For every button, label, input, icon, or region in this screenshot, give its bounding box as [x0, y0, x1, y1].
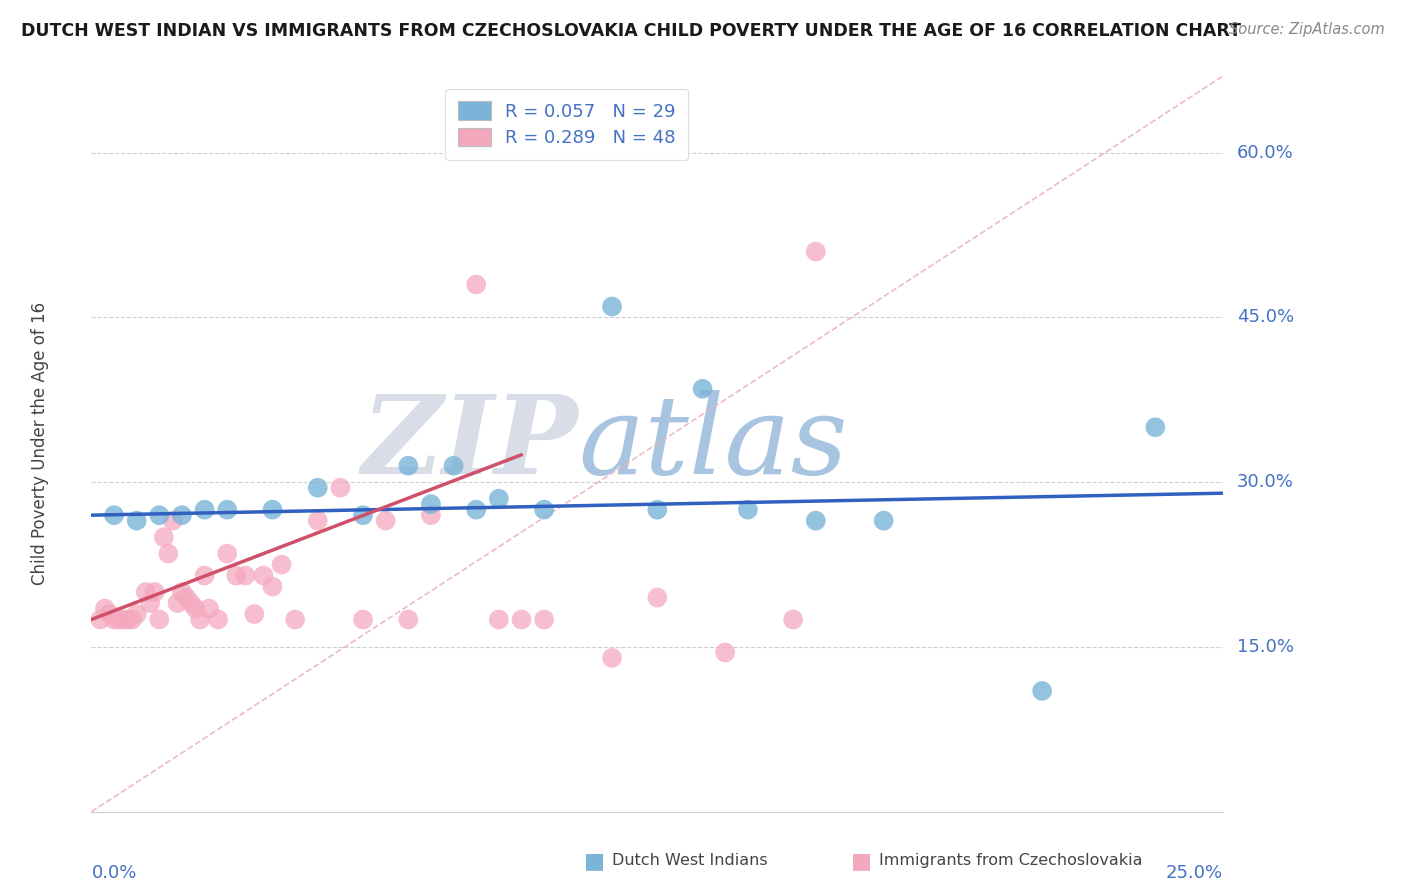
- Point: [112, 613, 135, 627]
- Point: [207, 613, 229, 627]
- Text: Immigrants from Czechoslovakia: Immigrants from Czechoslovakia: [879, 854, 1142, 868]
- Point: [488, 491, 510, 506]
- Point: [1031, 684, 1053, 698]
- Point: [600, 651, 623, 665]
- Point: [176, 591, 198, 605]
- Point: [135, 585, 157, 599]
- Point: [103, 613, 125, 627]
- Point: [139, 596, 162, 610]
- Point: [157, 547, 180, 561]
- Point: [217, 502, 239, 516]
- Point: [270, 558, 292, 572]
- Point: [804, 244, 827, 259]
- Point: [262, 580, 284, 594]
- Point: [352, 508, 374, 523]
- Point: [396, 613, 419, 627]
- Point: [262, 502, 284, 516]
- Point: [284, 613, 307, 627]
- Point: [162, 514, 184, 528]
- Text: 60.0%: 60.0%: [1237, 144, 1294, 161]
- Text: ZIP: ZIP: [361, 390, 578, 498]
- Point: [533, 613, 555, 627]
- Point: [107, 613, 129, 627]
- Point: [184, 601, 207, 615]
- Point: [396, 458, 419, 473]
- Point: [510, 613, 533, 627]
- Point: [329, 481, 352, 495]
- Point: [188, 613, 211, 627]
- Point: [121, 613, 143, 627]
- Point: [125, 514, 148, 528]
- Point: [645, 502, 668, 516]
- Point: [692, 382, 714, 396]
- Point: [143, 585, 166, 599]
- Point: [193, 502, 217, 516]
- Point: [352, 613, 374, 627]
- Point: [533, 502, 555, 516]
- Text: DUTCH WEST INDIAN VS IMMIGRANTS FROM CZECHOSLOVAKIA CHILD POVERTY UNDER THE AGE : DUTCH WEST INDIAN VS IMMIGRANTS FROM CZE…: [21, 22, 1241, 40]
- Point: [148, 508, 170, 523]
- Point: [374, 514, 396, 528]
- Point: [148, 613, 170, 627]
- Legend: R = 0.057   N = 29, R = 0.289   N = 48: R = 0.057 N = 29, R = 0.289 N = 48: [446, 88, 688, 160]
- Point: [103, 508, 125, 523]
- Point: [782, 613, 804, 627]
- Point: [307, 481, 329, 495]
- Point: [1144, 420, 1167, 434]
- Point: [117, 613, 139, 627]
- Point: [198, 601, 221, 615]
- Point: [488, 613, 510, 627]
- Point: [419, 508, 441, 523]
- Point: [737, 502, 759, 516]
- Text: Dutch West Indians: Dutch West Indians: [612, 854, 768, 868]
- Point: [465, 502, 488, 516]
- Point: [153, 530, 176, 544]
- Text: ■: ■: [583, 851, 605, 871]
- Point: [307, 514, 329, 528]
- Point: [804, 514, 827, 528]
- Point: [180, 596, 202, 610]
- Text: 30.0%: 30.0%: [1237, 474, 1294, 491]
- Text: atlas: atlas: [578, 390, 848, 498]
- Point: [600, 300, 623, 314]
- Point: [872, 514, 894, 528]
- Point: [217, 547, 239, 561]
- Text: 45.0%: 45.0%: [1237, 309, 1294, 326]
- Point: [225, 568, 247, 582]
- Point: [645, 591, 668, 605]
- Point: [443, 458, 465, 473]
- Point: [419, 497, 441, 511]
- Point: [243, 607, 266, 621]
- Point: [125, 607, 148, 621]
- Point: [98, 607, 121, 621]
- Point: [714, 645, 737, 659]
- Point: [89, 613, 111, 627]
- Point: [252, 568, 274, 582]
- Text: 25.0%: 25.0%: [1166, 864, 1223, 882]
- Text: 15.0%: 15.0%: [1237, 638, 1294, 656]
- Text: ■: ■: [851, 851, 872, 871]
- Text: Source: ZipAtlas.com: Source: ZipAtlas.com: [1229, 22, 1385, 37]
- Point: [166, 596, 188, 610]
- Point: [94, 601, 117, 615]
- Text: Child Poverty Under the Age of 16: Child Poverty Under the Age of 16: [31, 302, 49, 585]
- Point: [170, 508, 193, 523]
- Point: [233, 568, 256, 582]
- Point: [170, 585, 193, 599]
- Point: [193, 568, 217, 582]
- Text: 0.0%: 0.0%: [91, 864, 136, 882]
- Point: [465, 277, 488, 292]
